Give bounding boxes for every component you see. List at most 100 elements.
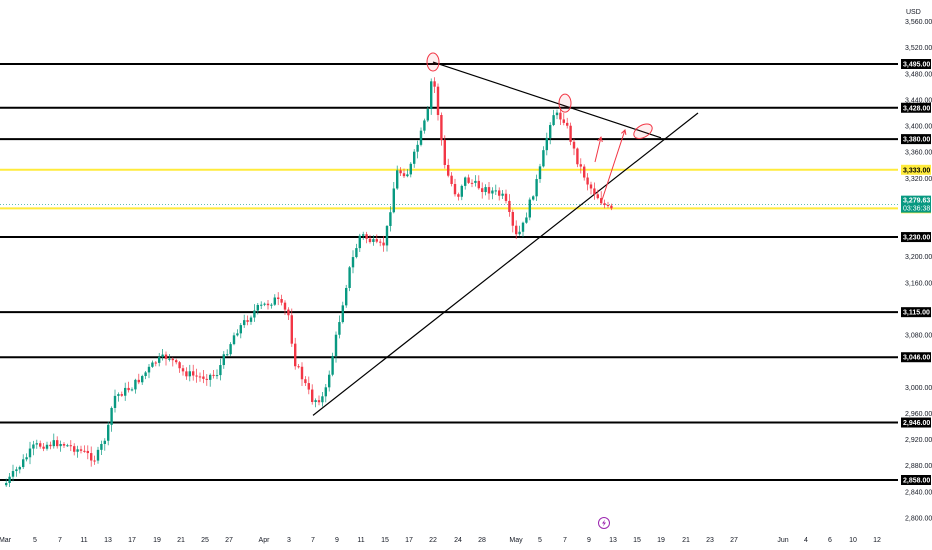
- lightning-bolt-icon[interactable]: [598, 517, 610, 529]
- candle-body: [491, 190, 494, 194]
- price-axis[interactable]: 2,800.00 2,840.00 2,880.00 2,920.00 2,960.00…: [901, 19, 932, 522]
- price-tick-label: 3,520.00: [905, 45, 932, 52]
- candle-body: [324, 387, 327, 397]
- level-tag: [901, 59, 931, 69]
- candle-body: [572, 141, 576, 149]
- candle-body: [586, 177, 589, 185]
- annotation-circle: [426, 52, 440, 72]
- candle-body: [280, 298, 283, 303]
- candle-body: [416, 144, 419, 152]
- time-tick-label: 15: [633, 537, 641, 544]
- candle-body: [375, 239, 378, 242]
- candle-body: [498, 190, 501, 196]
- candle-body: [22, 459, 25, 468]
- candle-body: [151, 362, 154, 367]
- candle-body: [443, 139, 446, 165]
- projection-arrow: [594, 137, 602, 163]
- price-tick-label: 2,800.00: [905, 515, 932, 522]
- annotations: [426, 52, 653, 204]
- candle-body: [39, 443, 42, 447]
- time-axis[interactable]: Mar 5 7 11 13 17 19 21 25 27 Apr 3 7 9 11 15 17 22 24 28 May…: [0, 537, 881, 544]
- level-tag: [901, 102, 931, 113]
- candle-body: [270, 304, 273, 306]
- time-tick-label: 7: [311, 537, 315, 544]
- candle-body: [49, 444, 52, 447]
- candle-body: [158, 356, 161, 363]
- candle-body: [579, 164, 582, 167]
- current-price-label: 3,279.63: [903, 198, 930, 205]
- candle-body: [62, 443, 66, 446]
- candle-body: [542, 150, 545, 167]
- candle-body: [273, 297, 276, 305]
- candle-body: [589, 184, 593, 189]
- annotation-circle: [633, 123, 653, 139]
- time-tick-label: 17: [405, 537, 413, 544]
- candle-body: [236, 333, 239, 336]
- candle-body: [341, 305, 344, 323]
- candle-body: [79, 449, 83, 451]
- time-tick-label: 6: [828, 537, 832, 544]
- price-tick-label: 3,480.00: [905, 71, 932, 78]
- candle-body: [606, 205, 610, 207]
- candle-body: [484, 187, 487, 193]
- time-tick-label: 7: [58, 537, 62, 544]
- candle-body: [222, 354, 225, 366]
- horizontal-levels: [0, 63, 898, 481]
- candle-body: [368, 238, 372, 242]
- candle-body: [103, 440, 106, 444]
- candle-body: [141, 376, 144, 383]
- candle-body: [307, 383, 310, 390]
- candle-body: [249, 317, 253, 322]
- price-tick-label: 3,360.00: [905, 150, 932, 157]
- candle-body: [76, 449, 79, 452]
- candle-body: [59, 443, 62, 447]
- candle-body: [328, 374, 331, 388]
- candle-body: [86, 450, 89, 454]
- projection-arrow: [600, 129, 626, 204]
- currency-label: USD: [906, 9, 921, 16]
- candle-body: [283, 302, 287, 310]
- candle-body: [562, 119, 565, 123]
- candle-body: [549, 125, 552, 138]
- level-tag: [901, 164, 931, 175]
- candle-body: [127, 387, 130, 391]
- candle-body: [372, 239, 375, 242]
- candle-body: [331, 356, 334, 375]
- candle-body: [593, 188, 596, 195]
- candle-body: [130, 389, 134, 391]
- candle-body: [42, 446, 45, 449]
- candle-body: [202, 376, 205, 379]
- candle-body: [205, 378, 208, 380]
- candle-body: [260, 304, 263, 306]
- candle-body: [559, 112, 562, 120]
- candle-body: [535, 179, 538, 197]
- time-tick-label: 17: [128, 537, 136, 544]
- candle-body: [168, 358, 171, 360]
- candle-body: [433, 81, 436, 87]
- candle-body: [178, 362, 181, 369]
- candle-body: [90, 453, 93, 461]
- price-tick-label: 2,920.00: [905, 437, 932, 444]
- level-tag: [901, 417, 931, 428]
- time-tick-label: 11: [357, 537, 364, 544]
- candle-body: [389, 212, 392, 226]
- candle-body: [504, 193, 508, 201]
- candle-body: [11, 471, 15, 477]
- annotation-circle: [558, 93, 572, 113]
- price-tick-label: 3,160.00: [905, 280, 932, 287]
- candle-body: [195, 375, 198, 377]
- candle-body: [402, 173, 406, 177]
- candle-body: [576, 148, 579, 165]
- candle-body: [552, 115, 555, 126]
- time-tick-label: 27: [730, 537, 738, 544]
- candle-body: [154, 362, 157, 364]
- candle-body: [447, 164, 450, 176]
- candle-body: [566, 122, 569, 126]
- level-tag: [901, 352, 931, 363]
- candle-body: [246, 320, 249, 322]
- candle-body: [511, 212, 514, 226]
- candle-body: [287, 309, 290, 316]
- candle-body: [25, 457, 28, 460]
- trendline: [432, 61, 662, 139]
